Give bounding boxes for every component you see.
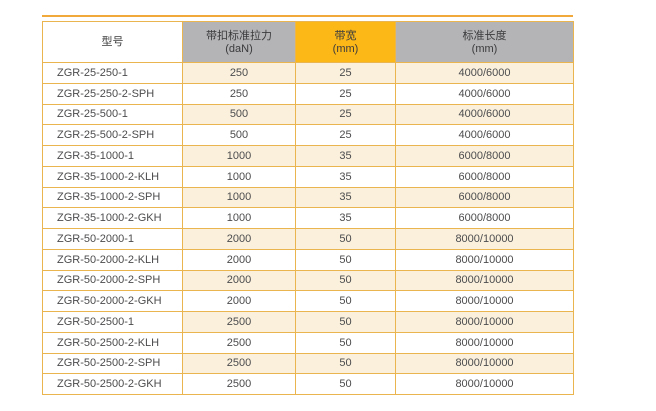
cell-width: 50 <box>295 248 396 271</box>
cell-length: 8000/10000 <box>395 269 574 292</box>
cell-tension: 2000 <box>182 269 296 292</box>
cell-tension: 2000 <box>182 228 296 250</box>
header-length: 标准长度 (mm) <box>395 21 574 63</box>
cell-width: 50 <box>295 269 396 292</box>
cell-tension: 2500 <box>182 331 296 354</box>
cell-width: 35 <box>295 207 396 229</box>
table-row: ZGR-50-2000-1 2000 50 8000/10000 <box>42 228 574 250</box>
table-row: ZGR-50-2000-2-KLH 2000 50 8000/10000 <box>42 248 574 271</box>
cell-model: ZGR-50-2000-2-SPH <box>42 269 183 292</box>
cell-width: 50 <box>295 228 396 250</box>
cell-model: ZGR-25-250-1 <box>42 62 183 84</box>
cell-length: 6000/8000 <box>395 145 574 167</box>
header-model: 型号 <box>42 21 183 63</box>
table-row: ZGR-25-500-2-SPH 500 25 4000/6000 <box>42 124 574 146</box>
cell-width: 25 <box>295 62 396 84</box>
header-length-unit: (mm) <box>471 42 498 55</box>
table-row: ZGR-25-500-1 500 25 4000/6000 <box>42 103 574 126</box>
header-row: 型号 带扣标准拉力 (daN) 带宽 (mm) 标准长度 (mm) <box>42 21 574 63</box>
cell-length: 4000/6000 <box>395 62 574 84</box>
cell-model: ZGR-25-250-2-SPH <box>42 82 183 105</box>
cell-tension: 2000 <box>182 290 296 312</box>
spec-table: 型号 带扣标准拉力 (daN) 带宽 (mm) 标准长度 (mm) ZGR-25… <box>42 21 574 395</box>
cell-model: ZGR-50-2500-2-KLH <box>42 331 183 354</box>
cell-tension: 1000 <box>182 186 296 209</box>
cell-length: 4000/6000 <box>395 103 574 126</box>
cell-model: ZGR-35-1000-2-GKH <box>42 207 183 229</box>
cell-width: 25 <box>295 124 396 146</box>
cell-length: 8000/10000 <box>395 373 574 395</box>
table-body: ZGR-25-250-1 250 25 4000/6000 ZGR-25-250-2-S… <box>42 62 574 395</box>
cell-tension: 500 <box>182 103 296 126</box>
cell-model: ZGR-50-2500-2-SPH <box>42 352 183 375</box>
table-row: ZGR-50-2500-2-KLH 2500 50 8000/10000 <box>42 331 574 354</box>
table-row: ZGR-35-1000-2-KLH 1000 35 6000/8000 <box>42 165 574 188</box>
cell-model: ZGR-35-1000-2-KLH <box>42 165 183 188</box>
cell-tension: 2500 <box>182 373 296 395</box>
cell-width: 35 <box>295 165 396 188</box>
cell-tension: 250 <box>182 62 296 84</box>
table-row: ZGR-35-1000-2-SPH 1000 35 6000/8000 <box>42 186 574 209</box>
cell-length: 6000/8000 <box>395 186 574 209</box>
cell-model: ZGR-50-2500-2-GKH <box>42 373 183 395</box>
spec-table-section: 型号 带扣标准拉力 (daN) 带宽 (mm) 标准长度 (mm) ZGR-25… <box>42 15 574 395</box>
table-row: ZGR-50-2000-2-SPH 2000 50 8000/10000 <box>42 269 574 292</box>
header-model-label: 型号 <box>101 36 124 48</box>
cell-tension: 2500 <box>182 352 296 375</box>
cell-model: ZGR-35-1000-2-SPH <box>42 186 183 209</box>
cell-width: 25 <box>295 103 396 126</box>
table-row: ZGR-50-2500-2-GKH 2500 50 8000/10000 <box>42 373 574 395</box>
cell-width: 50 <box>295 373 396 395</box>
cell-length: 6000/8000 <box>395 207 574 229</box>
top-accent-line <box>42 15 573 17</box>
header-tension-label: 带扣标准拉力 <box>206 29 272 42</box>
cell-model: ZGR-50-2000-2-KLH <box>42 248 183 271</box>
cell-length: 8000/10000 <box>395 311 574 333</box>
cell-tension: 1000 <box>182 207 296 229</box>
table-row: ZGR-25-250-2-SPH 250 25 4000/6000 <box>42 82 574 105</box>
cell-tension: 1000 <box>182 165 296 188</box>
cell-tension: 1000 <box>182 145 296 167</box>
cell-model: ZGR-25-500-2-SPH <box>42 124 183 146</box>
header-tension: 带扣标准拉力 (daN) <box>182 21 296 63</box>
cell-length: 4000/6000 <box>395 124 574 146</box>
cell-width: 50 <box>295 331 396 354</box>
cell-model: ZGR-25-500-1 <box>42 103 183 126</box>
table-row: ZGR-50-2500-2-SPH 2500 50 8000/10000 <box>42 352 574 375</box>
table-row: ZGR-50-2500-1 2500 50 8000/10000 <box>42 311 574 333</box>
cell-length: 8000/10000 <box>395 331 574 354</box>
cell-width: 35 <box>295 186 396 209</box>
header-width: 带宽 (mm) <box>295 21 396 63</box>
cell-width: 25 <box>295 82 396 105</box>
cell-length: 4000/6000 <box>395 82 574 105</box>
cell-length: 8000/10000 <box>395 290 574 312</box>
cell-tension: 2000 <box>182 248 296 271</box>
cell-length: 6000/8000 <box>395 165 574 188</box>
cell-length: 8000/10000 <box>395 248 574 271</box>
table-row: ZGR-25-250-1 250 25 4000/6000 <box>42 62 574 84</box>
cell-model: ZGR-50-2000-1 <box>42 228 183 250</box>
header-width-label: 带宽 <box>334 29 357 42</box>
cell-length: 8000/10000 <box>395 228 574 250</box>
cell-width: 50 <box>295 290 396 312</box>
header-width-unit: (mm) <box>332 42 359 55</box>
cell-length: 8000/10000 <box>395 352 574 375</box>
cell-tension: 250 <box>182 82 296 105</box>
cell-width: 50 <box>295 352 396 375</box>
table-row: ZGR-35-1000-2-GKH 1000 35 6000/8000 <box>42 207 574 229</box>
cell-tension: 500 <box>182 124 296 146</box>
cell-model: ZGR-35-1000-1 <box>42 145 183 167</box>
table-row: ZGR-50-2000-2-GKH 2000 50 8000/10000 <box>42 290 574 312</box>
cell-tension: 2500 <box>182 311 296 333</box>
cell-width: 50 <box>295 311 396 333</box>
header-tension-unit: (daN) <box>225 42 253 55</box>
cell-model: ZGR-50-2500-1 <box>42 311 183 333</box>
header-length-label: 标准长度 <box>462 29 507 42</box>
cell-width: 35 <box>295 145 396 167</box>
cell-model: ZGR-50-2000-2-GKH <box>42 290 183 312</box>
table-row: ZGR-35-1000-1 1000 35 6000/8000 <box>42 145 574 167</box>
